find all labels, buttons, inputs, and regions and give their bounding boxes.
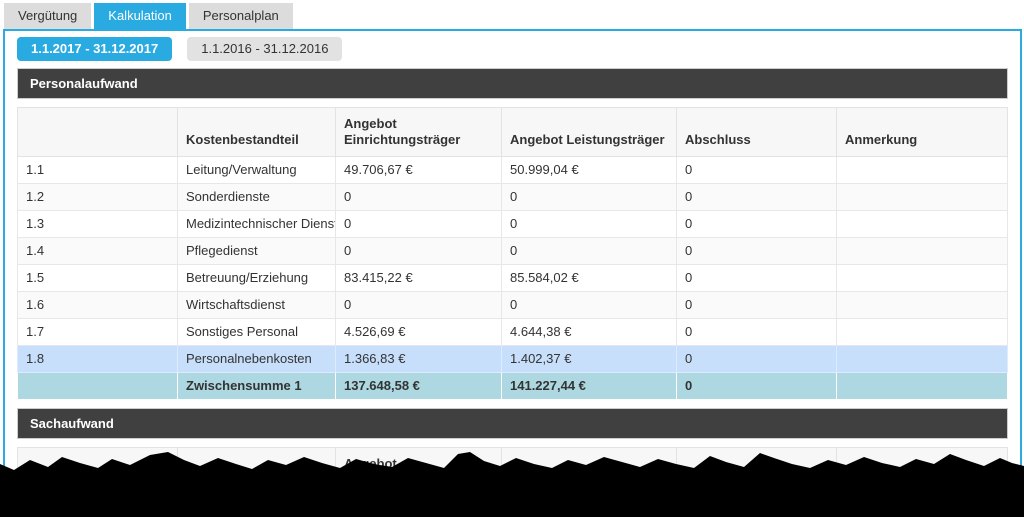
cell-kostenbestandteil: Medizintechnischer Dienst (177, 210, 336, 238)
cell-angebot-et: 1.366,83 € (335, 345, 502, 373)
cell-num: 1.1 (17, 156, 178, 184)
cell-subtotal-label: Zwischensumme 1 (177, 372, 336, 400)
cell-abschluss: 0 (676, 372, 837, 400)
cell-abschluss: 0 (676, 156, 837, 184)
col-header-num (17, 107, 178, 157)
cell-anmerkung (836, 210, 1008, 238)
section-header-sachaufwand: Sachaufwand (17, 408, 1008, 439)
cell-angebot-lt: 0 (501, 210, 677, 238)
cell-num (17, 372, 178, 400)
table-row-highlighted: 1.8 Personalnebenkosten 1.366,83 € 1.402… (17, 345, 1008, 373)
cell-angebot-lt: 1.402,37 € (501, 345, 677, 373)
cell-anmerkung (836, 156, 1008, 184)
cell-num: 1.3 (17, 210, 178, 238)
cell-kostenbestandteil: Betreuung/Erziehung (177, 264, 336, 292)
cell-anmerkung (836, 318, 1008, 346)
cell-anmerkung (836, 264, 1008, 292)
cell-angebot-et: 0 (335, 210, 502, 238)
cell-abschluss: 0 (676, 291, 837, 319)
cell-anmerkung (836, 345, 1008, 373)
subtotal-row: Zwischensumme 1 137.648,58 € 141.227,44 … (17, 372, 1008, 400)
cell-angebot-et: 0 (335, 183, 502, 211)
table-row: 1.3 Medizintechnischer Dienst 0 0 0 (17, 210, 1008, 238)
cell-abschluss: 0 (676, 210, 837, 238)
table-row: 1.5 Betreuung/Erziehung 83.415,22 € 85.5… (17, 264, 1008, 292)
cell-angebot-et: 49.706,67 € (335, 156, 502, 184)
cell-angebot-lt: 85.584,02 € (501, 264, 677, 292)
table-row: 1.7 Sonstiges Personal 4.526,69 € 4.644,… (17, 318, 1008, 346)
cell-angebot-lt: 141.227,44 € (501, 372, 677, 400)
cell-kostenbestandteil: Leitung/Verwaltung (177, 156, 336, 184)
cell-angebot-et: 0 (335, 237, 502, 265)
cell-num: 1.4 (17, 237, 178, 265)
cell-anmerkung (836, 372, 1008, 400)
torn-edge (0, 452, 1024, 517)
cell-kostenbestandteil: Personalnebenkosten (177, 345, 336, 373)
cell-num: 1.2 (17, 183, 178, 211)
col-header-angebot-leistungstraeger: Angebot Leistungsträger (501, 107, 677, 157)
table-row: 1.1 Leitung/Verwaltung 49.706,67 € 50.99… (17, 156, 1008, 184)
tab-verguetung[interactable]: Vergütung (4, 3, 92, 29)
period-button-row: 1.1.2017 - 31.12.2017 1.1.2016 - 31.12.2… (17, 37, 1008, 61)
cell-angebot-et: 137.648,58 € (335, 372, 502, 400)
section-header-personalaufwand: Personalaufwand (17, 68, 1008, 99)
cell-num: 1.7 (17, 318, 178, 346)
tab-personalplan[interactable]: Personalplan (188, 3, 293, 29)
cell-kostenbestandteil: Sonderdienste (177, 183, 336, 211)
cell-kostenbestandteil: Sonstiges Personal (177, 318, 336, 346)
table-row: 1.4 Pflegedienst 0 0 0 (17, 237, 1008, 265)
cell-abschluss: 0 (676, 264, 837, 292)
cell-abschluss: 0 (676, 318, 837, 346)
cell-kostenbestandteil: Wirtschaftsdienst (177, 291, 336, 319)
table-row: 1.6 Wirtschaftsdienst 0 0 0 (17, 291, 1008, 319)
cell-kostenbestandteil: Pflegedienst (177, 237, 336, 265)
col-header-abschluss: Abschluss (676, 107, 837, 157)
content-panel: 1.1.2017 - 31.12.2017 1.1.2016 - 31.12.2… (3, 29, 1022, 517)
cell-angebot-et: 0 (335, 291, 502, 319)
cell-num: 1.5 (17, 264, 178, 292)
col-header-anmerkung: Anmerkung (836, 107, 1008, 157)
cell-angebot-et: 83.415,22 € (335, 264, 502, 292)
cell-abschluss: 0 (676, 237, 837, 265)
table-header-row: Kostenbestandteil Angebot Einrichtungstr… (17, 107, 1008, 157)
cell-angebot-lt: 50.999,04 € (501, 156, 677, 184)
cell-angebot-lt: 4.644,38 € (501, 318, 677, 346)
personalaufwand-table: Kostenbestandteil Angebot Einrichtungstr… (17, 107, 1008, 400)
cell-angebot-lt: 0 (501, 183, 677, 211)
cell-angebot-et: 4.526,69 € (335, 318, 502, 346)
cell-num: 1.6 (17, 291, 178, 319)
period-button-2016[interactable]: 1.1.2016 - 31.12.2016 (187, 37, 343, 61)
tab-kalkulation[interactable]: Kalkulation (94, 3, 186, 29)
col-header-kostenbestandteil: Kostenbestandteil (177, 107, 336, 157)
table-row: 1.2 Sonderdienste 0 0 0 (17, 183, 1008, 211)
tab-bar: Vergütung Kalkulation Personalplan (4, 3, 293, 29)
cell-num: 1.8 (17, 345, 178, 373)
cell-abschluss: 0 (676, 183, 837, 211)
cell-angebot-lt: 0 (501, 291, 677, 319)
period-button-2017[interactable]: 1.1.2017 - 31.12.2017 (17, 37, 173, 61)
col-header-angebot-einrichtungstraeger: Angebot Einrichtungsträger (335, 107, 502, 157)
cell-angebot-lt: 0 (501, 237, 677, 265)
cell-anmerkung (836, 237, 1008, 265)
cell-anmerkung (836, 291, 1008, 319)
cell-anmerkung (836, 183, 1008, 211)
cell-abschluss: 0 (676, 345, 837, 373)
